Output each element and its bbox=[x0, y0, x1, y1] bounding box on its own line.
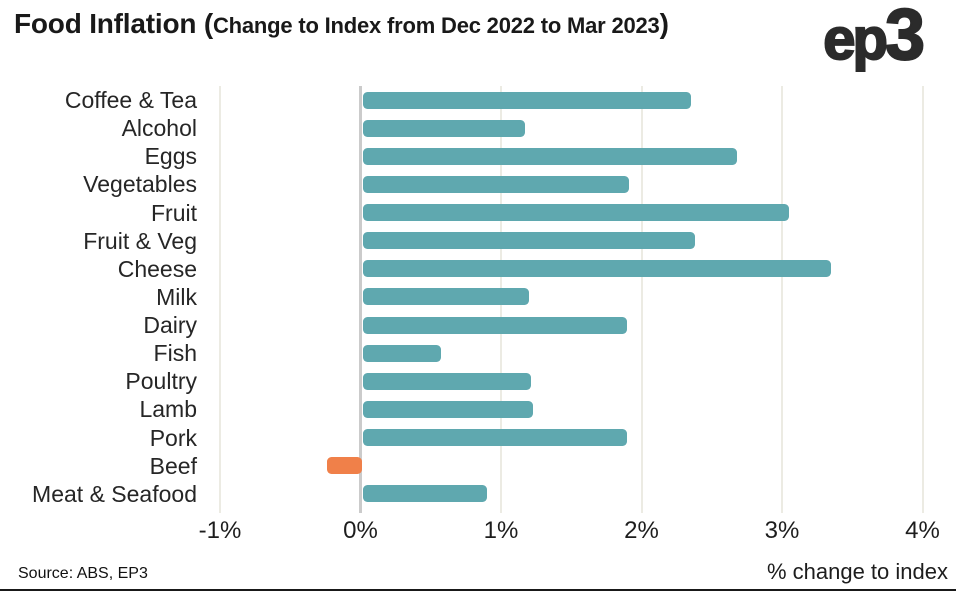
gridline bbox=[781, 86, 783, 513]
bar-row bbox=[197, 142, 956, 170]
bar bbox=[362, 204, 790, 222]
bar-row bbox=[197, 480, 956, 508]
chart-title-close-paren: ) bbox=[659, 8, 669, 39]
chart-title: Food Inflation (Change to Index from Dec… bbox=[14, 8, 669, 40]
bar bbox=[362, 147, 738, 165]
bar-row bbox=[197, 227, 956, 255]
bar bbox=[362, 344, 441, 362]
x-axis: -1% 0% 1% 2% 3% 4% bbox=[197, 517, 956, 547]
ep3-logo-three: 3 bbox=[884, 0, 926, 75]
bar-row bbox=[197, 170, 956, 198]
bar bbox=[362, 260, 832, 278]
gridline bbox=[640, 86, 643, 513]
bar-row bbox=[197, 395, 956, 423]
ep3-logo-ep: ep bbox=[822, 7, 889, 72]
bar-row bbox=[197, 311, 956, 339]
category-label: Pork bbox=[149, 424, 197, 451]
zero-line bbox=[359, 86, 362, 513]
bar-row bbox=[197, 367, 956, 395]
bar bbox=[362, 372, 531, 390]
x-tick-label: 3% bbox=[764, 517, 800, 544]
bar bbox=[362, 429, 628, 447]
bar-row bbox=[197, 255, 956, 283]
gridline bbox=[219, 86, 221, 513]
plot-area bbox=[197, 86, 956, 513]
bar bbox=[362, 232, 695, 250]
category-label: Alcohol bbox=[121, 115, 197, 142]
category-label: Dairy bbox=[143, 312, 197, 338]
category-label: Coffee & Tea bbox=[64, 87, 197, 113]
x-tick-label: -1% bbox=[198, 517, 242, 544]
x-tick-label: 2% bbox=[624, 517, 659, 544]
x-axis-label: % change to index bbox=[766, 559, 948, 584]
bar-row bbox=[197, 424, 956, 452]
bar-row bbox=[197, 86, 956, 114]
bar bbox=[362, 288, 530, 306]
category-labels: Coffee & Tea Alcohol Eggs Vegetables Fruit Fr… bbox=[0, 86, 197, 508]
bar bbox=[362, 119, 525, 137]
bar bbox=[326, 457, 363, 475]
footer-rule bbox=[0, 589, 956, 591]
category-label: Vegetables bbox=[83, 171, 197, 198]
category-label: Fruit bbox=[151, 199, 197, 226]
category-label: Meat & Seafood bbox=[32, 480, 197, 507]
category-label: Fruit & Veg bbox=[83, 227, 197, 254]
source-text: Source: ABS, EP3 bbox=[18, 565, 148, 582]
bar-row bbox=[197, 114, 956, 142]
bar bbox=[362, 316, 628, 334]
category-label: Lamb bbox=[139, 396, 197, 423]
ep3-logo: ep3 bbox=[822, 0, 926, 86]
bar-row bbox=[197, 199, 956, 227]
bar-row bbox=[197, 452, 956, 480]
category-label: Fish bbox=[153, 340, 197, 367]
bar-row bbox=[197, 283, 956, 311]
x-tick-label: 1% bbox=[483, 517, 519, 544]
category-label: Beef bbox=[149, 452, 197, 479]
bar bbox=[362, 91, 691, 109]
chart-title-main: Food Inflation ( bbox=[14, 8, 213, 39]
bar bbox=[362, 175, 629, 193]
x-tick-label: 0% bbox=[343, 517, 378, 544]
chart-title-subtitle: Change to Index from Dec 2022 to Mar 202… bbox=[212, 13, 660, 38]
x-tick-label: 4% bbox=[905, 517, 940, 544]
category-label: Poultry bbox=[125, 368, 197, 395]
category-label: Eggs bbox=[144, 143, 197, 170]
category-label: Cheese bbox=[117, 255, 197, 282]
gridline bbox=[921, 86, 924, 513]
bar bbox=[362, 400, 534, 418]
bar-row bbox=[197, 339, 956, 367]
bar bbox=[362, 485, 487, 503]
category-label: Milk bbox=[156, 283, 197, 310]
